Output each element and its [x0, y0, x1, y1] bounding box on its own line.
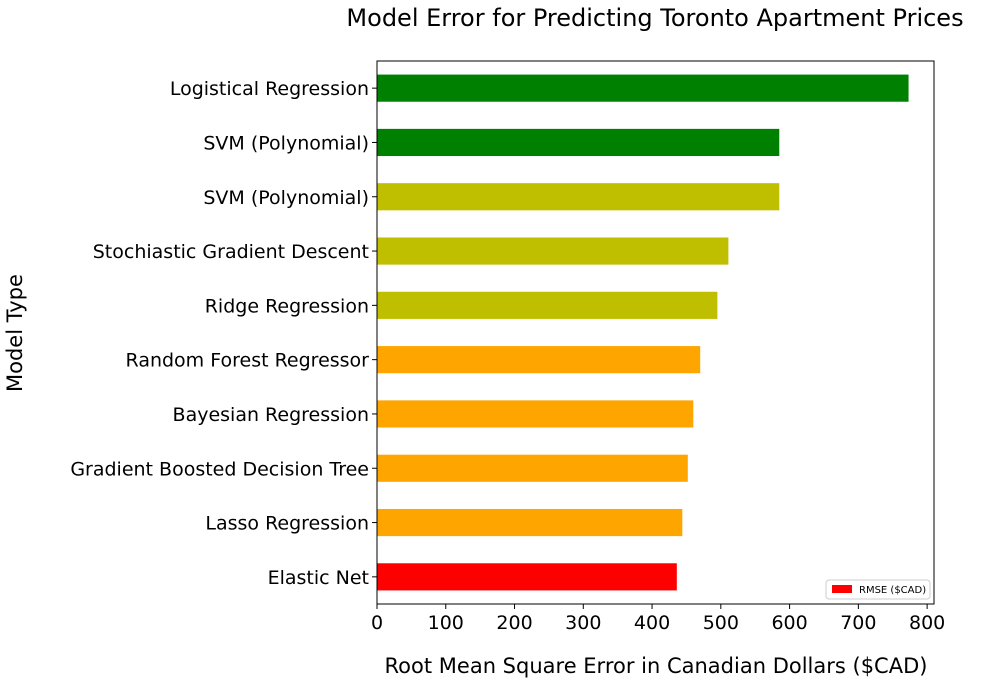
- y-tick-label: Bayesian Regression: [173, 404, 369, 426]
- x-tick-label: 0: [371, 612, 383, 634]
- bar: [377, 237, 729, 265]
- y-tick-label: Stochiastic Gradient Descent: [93, 241, 369, 263]
- y-tick-label: Logistical Regression: [170, 78, 369, 100]
- legend-frame: [825, 579, 931, 600]
- chart-title: Model Error for Predicting Toronto Apart…: [346, 4, 963, 32]
- bar: [377, 183, 780, 211]
- legend-label: RMSE ($CAD): [859, 585, 926, 596]
- plot-frame: [376, 60, 935, 605]
- bars-group: [377, 74, 909, 591]
- bar: [377, 291, 718, 319]
- y-tick-label: Random Forest Regressor: [126, 350, 370, 372]
- y-tick-label: Ridge Regression: [205, 295, 369, 317]
- x-axis-label: Root Mean Square Error in Canadian Dolla…: [385, 654, 928, 678]
- y-axis-ticks: Elastic Net Lasso Regression Gradient Boos…: [70, 78, 377, 589]
- bar: [377, 128, 780, 157]
- x-tick-label: 400: [634, 612, 670, 634]
- legend: RMSE ($CAD): [825, 579, 931, 600]
- bar: [377, 346, 701, 374]
- y-tick-label: SVM (Polynomial): [203, 187, 369, 209]
- bar: [377, 563, 677, 591]
- x-tick-label: 800: [909, 612, 945, 634]
- bar: [377, 454, 688, 482]
- x-tick-label: 200: [496, 612, 532, 634]
- y-tick-label: Lasso Regression: [205, 513, 369, 535]
- x-axis-ticks: 0 100 200 300 400 500 600 700 800: [371, 604, 945, 634]
- y-tick-label: Elastic Net: [268, 567, 369, 589]
- bar: [377, 74, 909, 102]
- x-tick-label: 300: [565, 612, 601, 634]
- legend-swatch: [832, 585, 852, 593]
- y-tick-label: SVM (Polynomial): [203, 132, 369, 154]
- bar: [377, 400, 694, 428]
- y-axis-label: Model Type: [3, 274, 27, 392]
- x-tick-label: 700: [840, 612, 876, 634]
- x-tick-label: 500: [703, 612, 739, 634]
- x-tick-label: 100: [428, 612, 464, 634]
- bar: [377, 508, 683, 537]
- x-tick-label: 600: [771, 612, 807, 634]
- y-tick-label: Gradient Boosted Decision Tree: [70, 458, 369, 480]
